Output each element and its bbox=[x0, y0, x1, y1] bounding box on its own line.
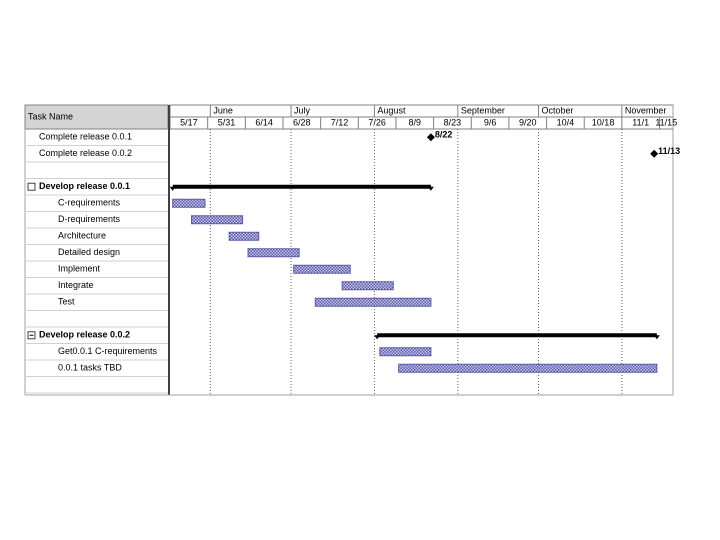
task-name: Develop release 0.0.1 bbox=[39, 181, 130, 191]
summary-end bbox=[374, 335, 381, 340]
milestone-label: 11/13 bbox=[658, 146, 680, 156]
x-tick-label: 7/26 bbox=[368, 117, 386, 127]
x-tick-label: 8/9 bbox=[409, 117, 422, 127]
summary-bar bbox=[172, 184, 431, 189]
x-tick-label: 9/20 bbox=[519, 117, 537, 127]
x-tick-label: 7/12 bbox=[331, 117, 349, 127]
month-label: August bbox=[377, 105, 406, 115]
task-bar bbox=[341, 281, 394, 291]
summary-bar bbox=[377, 333, 657, 338]
summary-end bbox=[653, 335, 660, 340]
task-bar bbox=[228, 231, 260, 241]
task-name: Architecture bbox=[58, 231, 106, 241]
x-tick-label: 6/14 bbox=[255, 117, 273, 127]
milestone bbox=[650, 149, 659, 158]
task-name: C-requirements bbox=[58, 198, 121, 208]
x-tick-label: 11/15 bbox=[655, 117, 677, 127]
task-bar bbox=[191, 215, 244, 225]
x-tick-label: 10/4 bbox=[557, 117, 575, 127]
month-label: November bbox=[625, 105, 667, 115]
task-name: Test bbox=[58, 297, 75, 307]
column-header-bg bbox=[24, 104, 169, 130]
summary-end bbox=[427, 186, 434, 191]
task-name: Develop release 0.0.2 bbox=[39, 330, 130, 340]
task-name: D-requirements bbox=[58, 214, 121, 224]
task-name: Complete release 0.0.2 bbox=[39, 148, 132, 158]
month-label: June bbox=[213, 105, 233, 115]
task-name: Get0.0.1 C-requirements bbox=[58, 346, 158, 356]
task-bar bbox=[172, 198, 206, 208]
task-name: Detailed design bbox=[58, 247, 120, 257]
x-tick-label: 5/31 bbox=[218, 117, 236, 127]
task-name: Complete release 0.0.1 bbox=[39, 132, 132, 142]
month-label: October bbox=[542, 105, 574, 115]
x-tick-label: 8/23 bbox=[444, 117, 462, 127]
task-bar bbox=[379, 347, 432, 357]
task-bar bbox=[398, 363, 658, 373]
splitter bbox=[168, 105, 170, 395]
task-name: 0.0.1 tasks TBD bbox=[58, 363, 122, 373]
task-bar bbox=[314, 297, 432, 307]
column-title: Task Name bbox=[28, 111, 73, 121]
collapse-box bbox=[27, 182, 36, 191]
x-tick-label: 9/6 bbox=[484, 117, 497, 127]
x-tick-label: 11/1 bbox=[632, 117, 649, 127]
summary-end bbox=[169, 186, 176, 191]
month-label: September bbox=[461, 105, 505, 115]
x-tick-label: 10/18 bbox=[592, 117, 615, 127]
milestone bbox=[426, 133, 435, 142]
milestone-label: 8/22 bbox=[435, 130, 453, 140]
x-tick-label: 5/17 bbox=[180, 117, 198, 127]
x-tick-label: 6/28 bbox=[293, 117, 311, 127]
task-bar bbox=[247, 248, 300, 258]
task-name: Integrate bbox=[58, 280, 94, 290]
task-name: Implement bbox=[58, 264, 101, 274]
task-bar bbox=[293, 264, 351, 274]
month-label: July bbox=[294, 105, 311, 115]
